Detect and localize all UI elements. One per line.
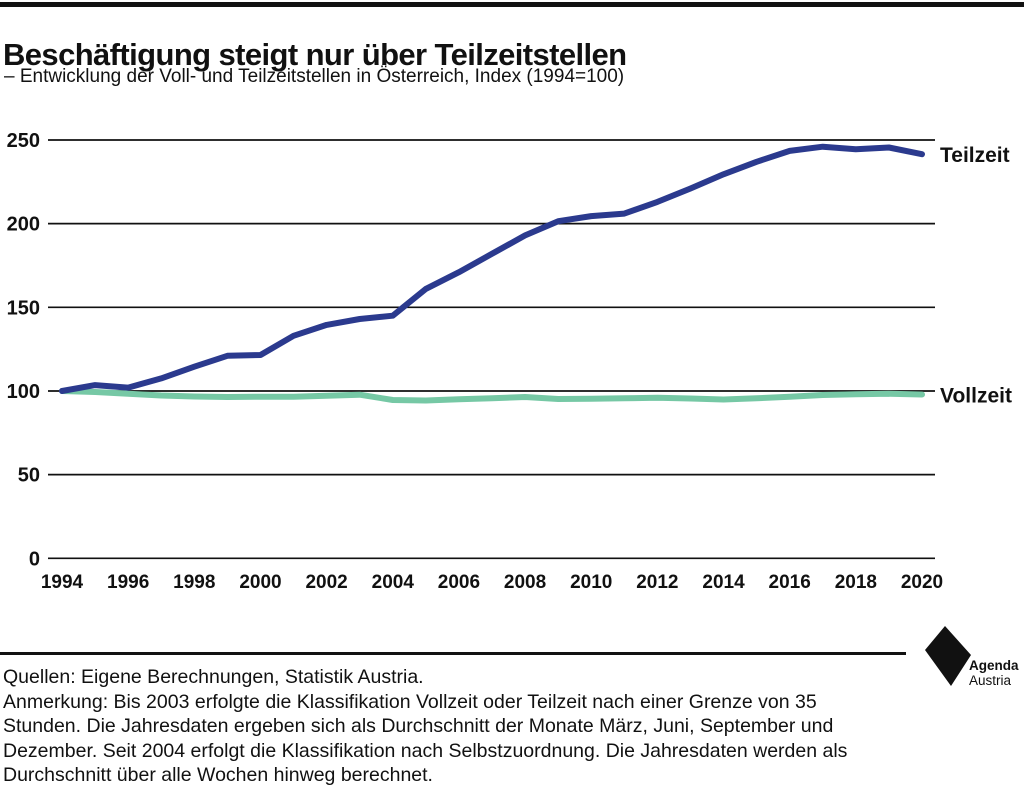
note-text: Anmerkung: Bis 2003 erfolgte die Klassif… [3, 690, 848, 787]
chart-title: Beschäftigung steigt nur über Teilzeitst… [3, 36, 627, 72]
source-text: Quellen: Eigene Berechnungen, Statistik … [3, 666, 424, 688]
x-axis-tick-label-2008: 2008 [504, 572, 546, 593]
y-axis-tick-label-150: 150 [7, 297, 40, 319]
top-accent-bar [0, 2, 1024, 7]
series-label-vollzeit: Vollzeit [940, 384, 1012, 407]
y-axis-tick-label-50: 50 [18, 465, 40, 487]
y-axis-tick-label-100: 100 [7, 381, 40, 403]
x-axis-tick-label-2010: 2010 [570, 572, 612, 593]
x-axis-tick-label-2002: 2002 [305, 572, 347, 593]
y-axis-tick-label-0: 0 [29, 548, 40, 570]
vollzeit-line [59, 388, 925, 404]
logo-word-austria: Austria [969, 673, 1012, 688]
x-axis-tick-label-1996: 1996 [107, 572, 149, 593]
x-axis-tick-label-2018: 2018 [835, 572, 877, 593]
x-axis-tick-label-1994: 1994 [41, 572, 84, 593]
x-axis-tick-label-2012: 2012 [636, 572, 678, 593]
logo-wordmark: Agenda Austria [969, 658, 1019, 688]
agenda-austria-diamond-icon [925, 626, 971, 686]
y-axis-tick-label-250: 250 [7, 130, 40, 152]
logo-word-agenda: Agenda [969, 658, 1019, 673]
chart-subtitle: – Entwicklung der Voll- und Teilzeitstel… [4, 66, 625, 87]
x-axis-tick-label-1998: 1998 [173, 572, 215, 593]
y-axis-tick-label-200: 200 [7, 214, 40, 236]
x-axis-tick-label-2000: 2000 [239, 572, 281, 593]
x-axis-tick-label-2004: 2004 [372, 572, 415, 593]
x-axis-tick-label-2016: 2016 [769, 572, 811, 593]
agenda-austria-logo: Agenda Austria [923, 624, 1023, 694]
footer: Quellen: Eigene Berechnungen, Statistik … [3, 665, 889, 788]
x-axis-tick-label-2014: 2014 [702, 572, 745, 593]
teilzeit-line [59, 143, 925, 394]
x-axis-tick-label-2006: 2006 [438, 572, 480, 593]
footer-divider [0, 652, 906, 655]
series-label-teilzeit: Teilzeit [940, 144, 1010, 167]
x-axis-tick-label-2020: 2020 [901, 572, 943, 593]
